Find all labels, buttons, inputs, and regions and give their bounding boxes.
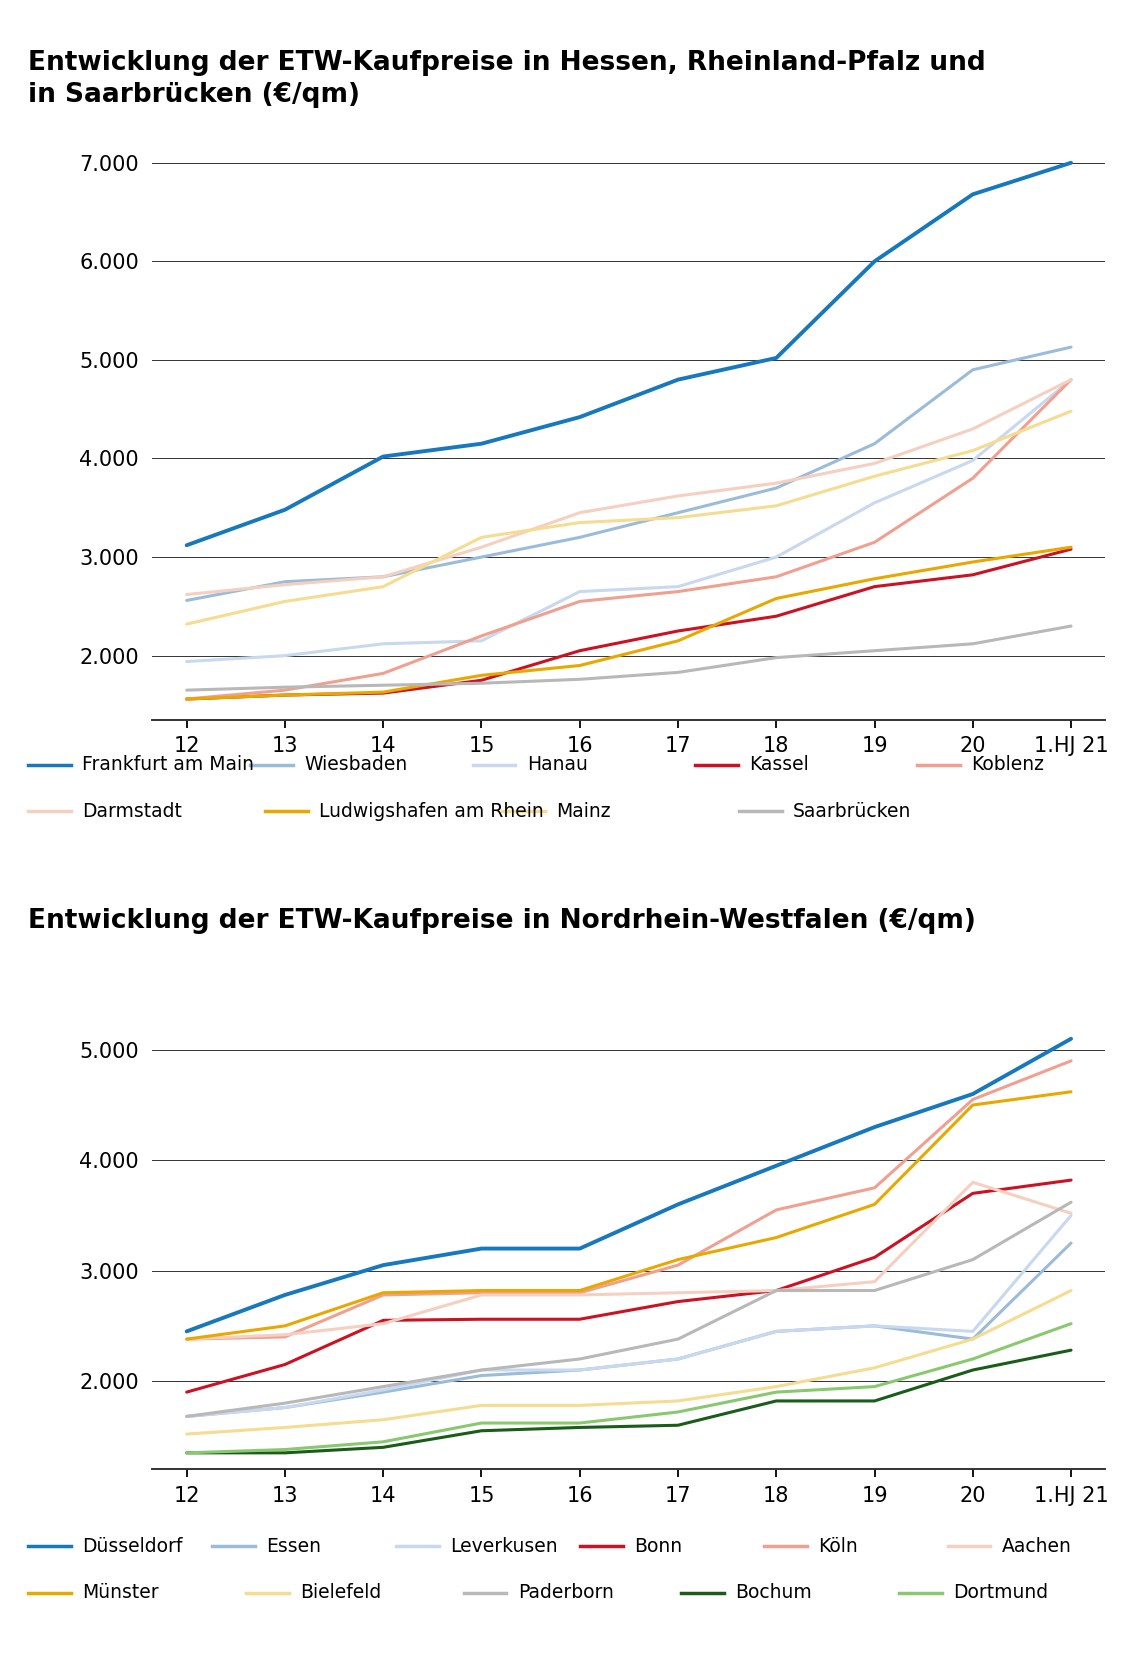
Text: Bonn: Bonn [634, 1536, 682, 1556]
Text: Essen: Essen [266, 1536, 321, 1556]
Text: Ludwigshafen am Rhein: Ludwigshafen am Rhein [319, 801, 544, 821]
Text: Mainz: Mainz [556, 801, 610, 821]
Text: Dortmund: Dortmund [953, 1583, 1048, 1603]
Text: Bielefeld: Bielefeld [300, 1583, 381, 1603]
Text: Koblenz: Koblenz [971, 755, 1045, 775]
Text: Paderborn: Paderborn [518, 1583, 614, 1603]
Text: Aachen: Aachen [1002, 1536, 1072, 1556]
Text: Münster: Münster [82, 1583, 159, 1603]
Text: Bochum: Bochum [735, 1583, 812, 1603]
Text: Leverkusen: Leverkusen [450, 1536, 557, 1556]
Text: Köln: Köln [818, 1536, 857, 1556]
Text: Entwicklung der ETW-Kaufpreise in Nordrhein-Westfalen (€/qm): Entwicklung der ETW-Kaufpreise in Nordrh… [28, 908, 976, 935]
Text: Wiesbaden: Wiesbaden [305, 755, 408, 775]
Text: Darmstadt: Darmstadt [82, 801, 183, 821]
Text: Düsseldorf: Düsseldorf [82, 1536, 183, 1556]
Text: Frankfurt am Main: Frankfurt am Main [82, 755, 254, 775]
Text: Saarbrücken: Saarbrücken [793, 801, 911, 821]
Text: Kassel: Kassel [749, 755, 809, 775]
Text: Entwicklung der ETW-Kaufpreise in Hessen, Rheinland-Pfalz und
in Saarbrücken (€/: Entwicklung der ETW-Kaufpreise in Hessen… [28, 50, 986, 108]
Text: Hanau: Hanau [527, 755, 588, 775]
